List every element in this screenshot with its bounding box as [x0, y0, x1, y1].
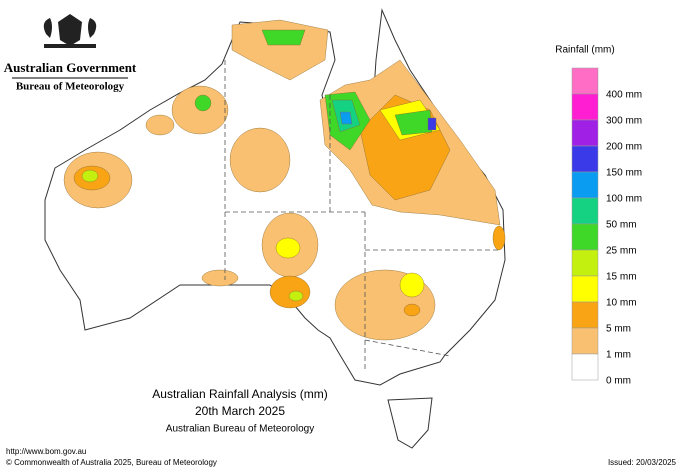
state-borders	[224, 60, 500, 370]
legend-swatch	[571, 327, 599, 355]
legend-label: 150 mm	[606, 168, 642, 179]
legend-label: 1 mm	[606, 350, 631, 361]
url: http://www.bom.gov.au	[6, 447, 86, 456]
crest	[43, 14, 97, 48]
legend-swatch	[571, 301, 599, 329]
agency: Bureau of Meteorology	[16, 81, 125, 93]
legend-swatch	[571, 275, 599, 303]
legend-swatch	[571, 223, 599, 251]
date: 20th March 2025	[195, 404, 285, 418]
legend-swatch	[571, 197, 599, 225]
legend-label: 200 mm	[606, 142, 642, 153]
legend-label: 15 mm	[606, 272, 637, 283]
government: Australian Government	[4, 60, 137, 75]
legend-swatch	[571, 249, 599, 277]
legend-label: 50 mm	[606, 220, 637, 231]
legend: 400 mm 300 mm 200 mm 150 mm 100 mm 50 mm 25 mm…	[571, 67, 642, 387]
legend-label: 100 mm	[606, 194, 642, 205]
legend-swatch	[571, 145, 599, 173]
legend-label: 400 mm	[606, 90, 642, 101]
map	[44, 8, 506, 449]
rainfall-areas	[63, 19, 506, 341]
legend-title: Rainfall (mm)	[555, 45, 614, 56]
legend-swatch	[571, 93, 599, 121]
legend-label: 300 mm	[606, 116, 642, 127]
copyright: © Commonwealth of Australia 2025, Bureau…	[6, 458, 217, 467]
legend-label: 25 mm	[606, 246, 637, 257]
legend-swatch	[571, 171, 599, 199]
legend-swatch	[571, 119, 599, 147]
legend-label: 0 mm	[606, 376, 631, 387]
title: Australian Rainfall Analysis (mm)	[152, 387, 327, 401]
source: Australian Bureau of Meteorology	[166, 424, 314, 435]
legend-swatch	[571, 67, 599, 95]
issued: Issued: 20/03/2025	[608, 458, 677, 467]
tasmania	[387, 397, 433, 449]
legend-swatch	[571, 353, 599, 381]
legend-label: 10 mm	[606, 298, 637, 309]
legend-label: 5 mm	[606, 324, 631, 335]
